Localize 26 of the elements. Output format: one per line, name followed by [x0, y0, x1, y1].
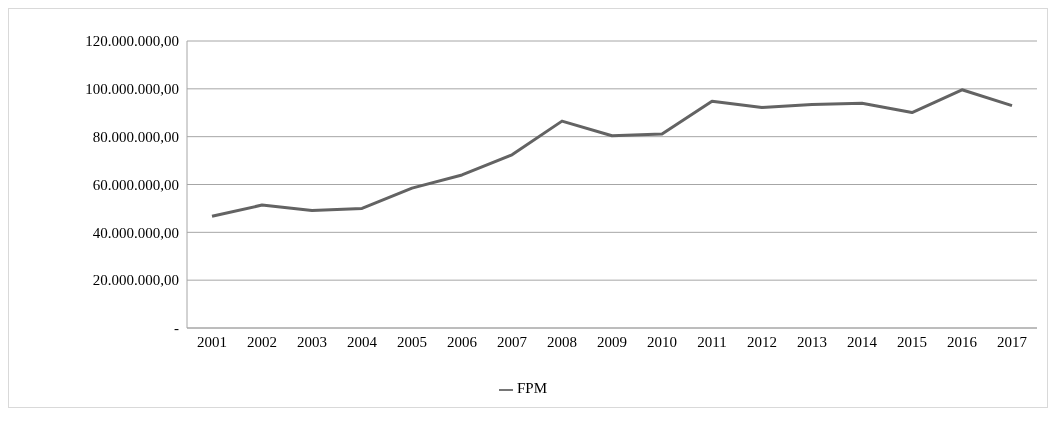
line-series: [210, 88, 1014, 218]
y-tick-label: 40.000.000,00: [92, 224, 179, 241]
x-tick-label: 2017: [997, 333, 1028, 350]
x-tick-label: 2004: [347, 333, 378, 350]
x-tick-label: 2003: [297, 333, 327, 350]
x-tick-label: 2011: [697, 333, 727, 350]
x-tick-label: 2005: [397, 333, 427, 350]
y-tick-label: 60.000.000,00: [92, 176, 179, 193]
x-tick-label: 2013: [797, 333, 827, 350]
x-tick-label: 2010: [647, 333, 677, 350]
x-tick-label: 2006: [447, 333, 478, 350]
y-tick-label: 100.000.000,00: [85, 81, 179, 98]
x-tick-label: 2015: [897, 333, 927, 350]
y-tick-label: 80.000.000,00: [92, 128, 179, 145]
legend-label: FPM: [516, 380, 548, 396]
x-tick-label: 2014: [847, 333, 878, 350]
x-tick-label: 2012: [747, 333, 777, 350]
y-tick-label: -: [174, 320, 179, 337]
y-tick-label: 20.000.000,00: [92, 272, 179, 289]
y-tick-label: 120.000.000,00: [85, 33, 179, 50]
x-tick-label: 2002: [247, 333, 277, 350]
x-tick-label: 2008: [547, 333, 577, 350]
x-tick-label: 2009: [597, 333, 627, 350]
x-tick-label: 2001: [197, 333, 227, 350]
x-tick-label: 2007: [497, 333, 528, 350]
x-tick-label: 2016: [947, 333, 978, 350]
